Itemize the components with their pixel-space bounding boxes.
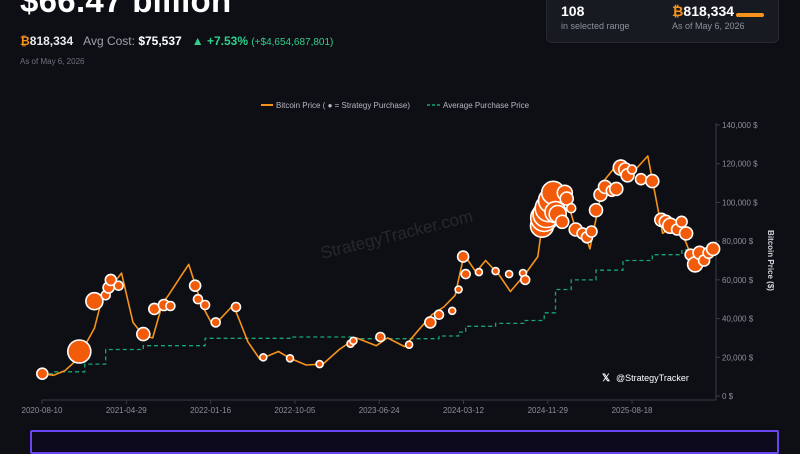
holdings-stat: ₿818,334 As of May 6, 2026 [672,3,745,31]
purchase-marker[interactable] [35,367,49,381]
purchase-marker[interactable] [585,225,598,238]
purchase-marker[interactable] [375,331,386,343]
y-tick-label: 100,000 $ [722,198,758,207]
purchase-marker[interactable] [491,266,500,276]
x-tick-label: 2021-04-29 [106,406,147,415]
x-tick-label: 2022-01-16 [190,406,231,415]
purchase-marker[interactable] [644,173,660,189]
y-axis-title: Bitcoin Price ($) [766,230,775,291]
purchase-marker[interactable] [104,273,118,287]
purchase-marker[interactable] [210,317,221,328]
purchase-marker[interactable] [504,269,514,279]
purchase-marker[interactable] [559,191,575,206]
change-percent: +7.53% [206,34,248,48]
x-tick-label: 2024-03-12 [443,406,484,415]
purchase-marker[interactable] [554,214,570,230]
avg-cost-group: Avg Cost: $75,537 [83,34,182,48]
purchase-marker[interactable] [199,299,211,311]
change-group: ▲ +7.53% (+$4,654,687,801) [192,34,334,48]
purchase-marker[interactable] [136,326,151,342]
y-tick-label: 60,000 $ [722,276,754,285]
purchase-marker[interactable] [454,285,463,294]
purchase-marker[interactable] [456,250,470,263]
range-selector-handle[interactable] [736,13,764,17]
chart-legend: Bitcoin Price ( ● = Strategy Purchase) Av… [261,101,530,110]
purchase-marker[interactable] [188,279,202,292]
y-tick-label: 40,000 $ [722,315,754,324]
purchase-marker[interactable] [230,301,242,313]
purchase-marker[interactable] [67,339,92,364]
purchase-marker[interactable] [165,300,176,312]
y-tick-label: 120,000 $ [722,160,758,169]
purchase-marker[interactable] [608,181,624,197]
purchase-marker[interactable] [404,340,414,350]
x-logo-icon: 𝕏 [602,373,610,384]
bitcoin-symbol-icon: ₿ [20,34,30,48]
card-holdings-value: 818,334 [683,3,735,19]
x-tick-label: 2024-11-29 [528,406,569,415]
purchase-marker[interactable] [678,226,694,241]
purchase-marker[interactable] [675,215,688,229]
bitcoin-holdings-chart[interactable]: StrategyTracker.com 0 $ 20,000 $ 40,000 $ 6… [0,88,800,426]
holdings-group: ₿818,334 [20,34,73,48]
purchase-marker[interactable] [113,280,124,291]
y-tick-label: 140,000 $ [722,121,758,130]
purchase-marker[interactable] [258,352,268,362]
y-tick-label: 0 $ [722,392,734,401]
avg-cost-value: $75,537 [138,34,182,48]
purchases-count: 108 [561,3,585,19]
as-of-date: As of May 6, 2026 [20,57,85,66]
purchase-marker[interactable] [565,202,577,214]
x-tick-label: 2023-06-24 [359,406,400,415]
y-tick-label: 80,000 $ [722,237,754,246]
purchase-marker[interactable] [315,359,324,369]
card-holdings-date: As of May 6, 2026 [672,21,745,31]
x-tick-label: 2022-10-05 [274,406,315,415]
purchase-marker[interactable] [285,353,295,363]
purchase-marker[interactable] [447,306,457,316]
purchase-markers[interactable] [35,159,721,381]
purchase-marker[interactable] [626,164,638,175]
purchase-marker[interactable] [349,336,358,346]
purchase-marker[interactable] [634,172,648,186]
legend-average-label: Average Purchase Price [443,101,530,110]
purchase-marker[interactable] [519,274,531,286]
purchase-marker[interactable] [474,267,484,277]
up-arrow-icon: ▲ [191,34,204,48]
card-holdings: ₿818,334 [672,3,745,19]
purchase-marker[interactable] [423,316,437,329]
watermark-layer: StrategyTracker.com [319,207,475,263]
y-tick-label: 20,000 $ [722,353,754,362]
change-absolute: (+$4,654,687,801) [251,37,334,48]
avg-cost-label: Avg Cost: [83,34,135,48]
purchase-marker[interactable] [588,202,604,218]
purchase-marker[interactable] [192,293,204,305]
x-tick-label: 2025-08-18 [612,406,653,415]
purchase-marker[interactable] [433,309,445,320]
purchase-marker[interactable] [85,291,104,311]
holdings-stats-line: ₿818,334 Avg Cost: $75,537 ▲ +7.53% (+$4… [20,34,333,48]
stats-card: 108 in selected range ₿818,334 As of May… [546,0,779,43]
credit-handle: @StrategyTracker [616,373,689,383]
purchases-stat: 108 in selected range [561,3,630,31]
bitcoin-symbol-icon: ₿ [672,3,684,19]
credit: 𝕏 @StrategyTracker [602,373,689,384]
x-tick-label: 2020-08-10 [22,406,63,415]
purchases-label: in selected range [561,21,630,31]
legend-bitcoin-label: Bitcoin Price ( ● = Strategy Purchase) [276,101,410,110]
value-headline: $66.47 billion [20,0,232,19]
axis-layer: 0 $ 20,000 $ 40,000 $ 60,000 $ 80,000 $ 100,0… [22,121,775,415]
watermark-text: StrategyTracker.com [319,207,475,263]
holdings-value: 818,334 [29,34,74,48]
range-selector-bar[interactable] [30,430,779,454]
average-purchase-price-line [42,249,717,375]
purchase-marker[interactable] [460,268,472,280]
purchase-marker[interactable] [705,241,721,257]
